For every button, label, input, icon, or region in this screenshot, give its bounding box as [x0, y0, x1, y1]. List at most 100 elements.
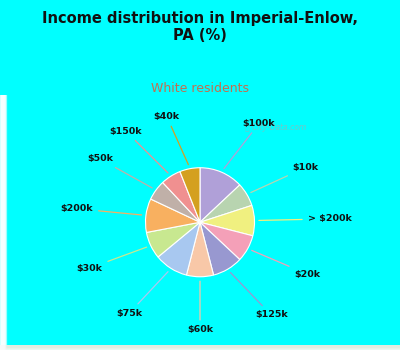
Bar — [1, 94, 5, 350]
Bar — [2, 94, 6, 350]
Bar — [0, 94, 4, 350]
Bar — [0, 345, 400, 348]
Bar — [2, 94, 6, 350]
Bar — [0, 346, 400, 348]
Bar — [0, 346, 400, 349]
Bar — [1, 94, 5, 350]
Bar — [4, 94, 8, 350]
Bar — [4, 94, 8, 350]
Bar — [0, 346, 400, 348]
Bar — [0, 346, 400, 348]
Bar — [0, 346, 400, 349]
Bar — [0, 346, 400, 349]
Wedge shape — [200, 222, 253, 260]
Wedge shape — [180, 168, 200, 222]
Bar — [0, 346, 400, 349]
Bar — [4, 94, 8, 350]
Bar — [2, 94, 6, 350]
Bar — [2, 94, 6, 350]
Bar — [0, 346, 400, 349]
Bar — [1, 94, 5, 350]
Bar — [0, 345, 400, 348]
Bar — [0, 345, 400, 348]
Bar — [0, 346, 400, 349]
Bar — [0, 346, 400, 348]
Text: $10k: $10k — [251, 163, 319, 192]
Wedge shape — [186, 222, 214, 277]
Bar — [0, 348, 400, 350]
Bar — [1, 94, 5, 350]
Bar — [0, 94, 4, 350]
Bar — [0, 345, 400, 348]
Bar — [4, 94, 8, 350]
Bar — [0, 347, 400, 350]
Bar — [2, 94, 6, 350]
Bar — [0, 346, 400, 349]
Bar — [0, 347, 400, 350]
Wedge shape — [200, 205, 254, 236]
Bar — [2, 94, 6, 350]
Bar — [2, 94, 6, 350]
Text: $60k: $60k — [187, 281, 213, 335]
Bar — [0, 346, 400, 349]
Bar — [3, 94, 7, 350]
Bar — [0, 347, 400, 350]
Bar — [0, 347, 400, 349]
Wedge shape — [146, 199, 200, 232]
Bar — [4, 94, 8, 350]
Wedge shape — [200, 185, 252, 222]
Bar — [0, 347, 400, 349]
Bar — [0, 94, 4, 350]
Bar — [2, 94, 6, 350]
Bar — [0, 347, 400, 350]
Bar — [0, 346, 400, 349]
Bar — [0, 347, 400, 350]
Bar — [0, 346, 400, 348]
Bar — [2, 94, 6, 350]
Bar — [0, 346, 400, 349]
Bar — [0, 345, 400, 348]
Bar — [2, 94, 6, 350]
Bar — [2, 94, 6, 350]
Bar — [0, 346, 400, 349]
Bar — [0, 347, 400, 349]
Bar — [2, 94, 6, 350]
Bar — [0, 348, 400, 350]
Bar — [0, 94, 4, 350]
Bar — [3, 94, 7, 350]
Bar — [0, 347, 400, 349]
Bar — [1, 94, 5, 350]
Bar — [0, 346, 400, 349]
Bar — [1, 94, 5, 350]
Text: White residents: White residents — [151, 82, 249, 95]
Bar — [0, 345, 400, 348]
Bar — [0, 345, 400, 348]
Bar — [0, 347, 400, 350]
Bar — [0, 346, 400, 348]
Bar — [2, 94, 6, 350]
Bar — [0, 348, 400, 350]
Bar — [0, 345, 400, 348]
Wedge shape — [200, 168, 240, 222]
Bar — [4, 94, 8, 350]
Text: $40k: $40k — [154, 112, 188, 164]
Bar — [0, 346, 400, 349]
Bar — [1, 94, 5, 350]
Bar — [0, 347, 400, 350]
Bar — [3, 94, 7, 350]
Bar — [0, 347, 400, 350]
Bar — [1, 94, 5, 350]
Bar — [0, 346, 400, 348]
Text: $100k: $100k — [224, 119, 276, 169]
Bar — [3, 94, 7, 350]
Bar — [0, 345, 400, 348]
Bar — [0, 345, 400, 348]
Wedge shape — [158, 222, 200, 275]
Bar — [0, 345, 400, 348]
Wedge shape — [151, 182, 200, 222]
Bar — [0, 347, 400, 349]
Bar — [2, 94, 6, 350]
Bar — [0, 346, 400, 349]
Bar — [3, 94, 8, 350]
Bar — [0, 345, 400, 348]
